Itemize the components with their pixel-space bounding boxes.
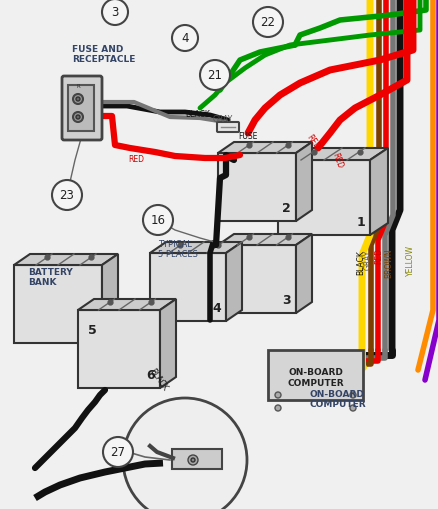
Text: FUSE: FUSE [237,132,257,141]
Text: RED: RED [373,248,382,264]
Text: RED: RED [329,152,343,170]
Circle shape [349,405,355,411]
Circle shape [143,205,173,235]
Polygon shape [78,299,176,310]
Polygon shape [218,245,295,313]
Circle shape [73,112,83,122]
FancyBboxPatch shape [267,350,362,400]
Circle shape [349,392,355,398]
Text: 21: 21 [207,69,222,81]
Text: 2: 2 [282,202,290,215]
Text: 27: 27 [110,445,125,459]
Polygon shape [159,299,176,388]
Text: BROWN: BROWN [383,248,392,277]
Circle shape [274,405,280,411]
Text: 4: 4 [212,302,220,315]
Circle shape [102,0,128,25]
Text: 5: 5 [88,324,97,337]
Polygon shape [14,265,102,343]
Circle shape [200,60,230,90]
Text: 23: 23 [60,188,74,202]
Polygon shape [218,234,311,245]
Text: BLACK: BLACK [148,367,169,392]
Text: GRAY: GRAY [363,250,372,270]
Circle shape [103,437,133,467]
Text: BATTERY
BANK: BATTERY BANK [28,268,73,288]
Circle shape [187,455,198,465]
Text: GRAY: GRAY [212,115,233,124]
Text: 4: 4 [181,32,188,44]
Polygon shape [295,142,311,221]
Polygon shape [102,254,118,343]
Circle shape [76,97,80,101]
Text: 3: 3 [282,294,290,307]
Text: 3: 3 [111,6,118,18]
Circle shape [76,115,80,119]
Text: 6: 6 [146,369,155,382]
Polygon shape [150,242,241,253]
Polygon shape [295,234,311,313]
Text: 16: 16 [150,213,165,227]
Polygon shape [277,160,369,235]
FancyBboxPatch shape [172,449,222,469]
Circle shape [274,392,280,398]
Circle shape [191,458,194,462]
FancyBboxPatch shape [216,122,238,132]
Polygon shape [14,254,118,265]
Polygon shape [150,253,226,321]
Text: ON-BOARD
COMPUTER: ON-BOARD COMPUTER [286,369,343,388]
Circle shape [52,180,82,210]
Polygon shape [218,142,311,153]
Polygon shape [277,148,387,160]
Text: BLACK: BLACK [184,110,209,119]
FancyBboxPatch shape [62,76,102,140]
Circle shape [73,94,83,104]
Polygon shape [78,310,159,388]
Text: ON-BOARD
COMPUTER: ON-BOARD COMPUTER [309,390,366,409]
Circle shape [123,398,247,509]
Circle shape [252,7,283,37]
Polygon shape [369,148,387,235]
FancyBboxPatch shape [68,85,94,131]
Circle shape [172,25,198,51]
Text: BLACK: BLACK [355,250,364,275]
Text: YELLOW: YELLOW [405,245,414,276]
Text: RED: RED [304,133,321,151]
Text: 22: 22 [260,15,275,29]
Text: RED: RED [128,155,144,164]
Text: FUSE AND
RECEPTACLE: FUSE AND RECEPTACLE [72,45,135,65]
Text: 1: 1 [356,216,364,229]
Polygon shape [226,242,241,321]
Text: R: R [76,83,80,89]
Polygon shape [218,153,295,221]
Text: TYPICAL
5 PLACES: TYPICAL 5 PLACES [158,240,198,260]
